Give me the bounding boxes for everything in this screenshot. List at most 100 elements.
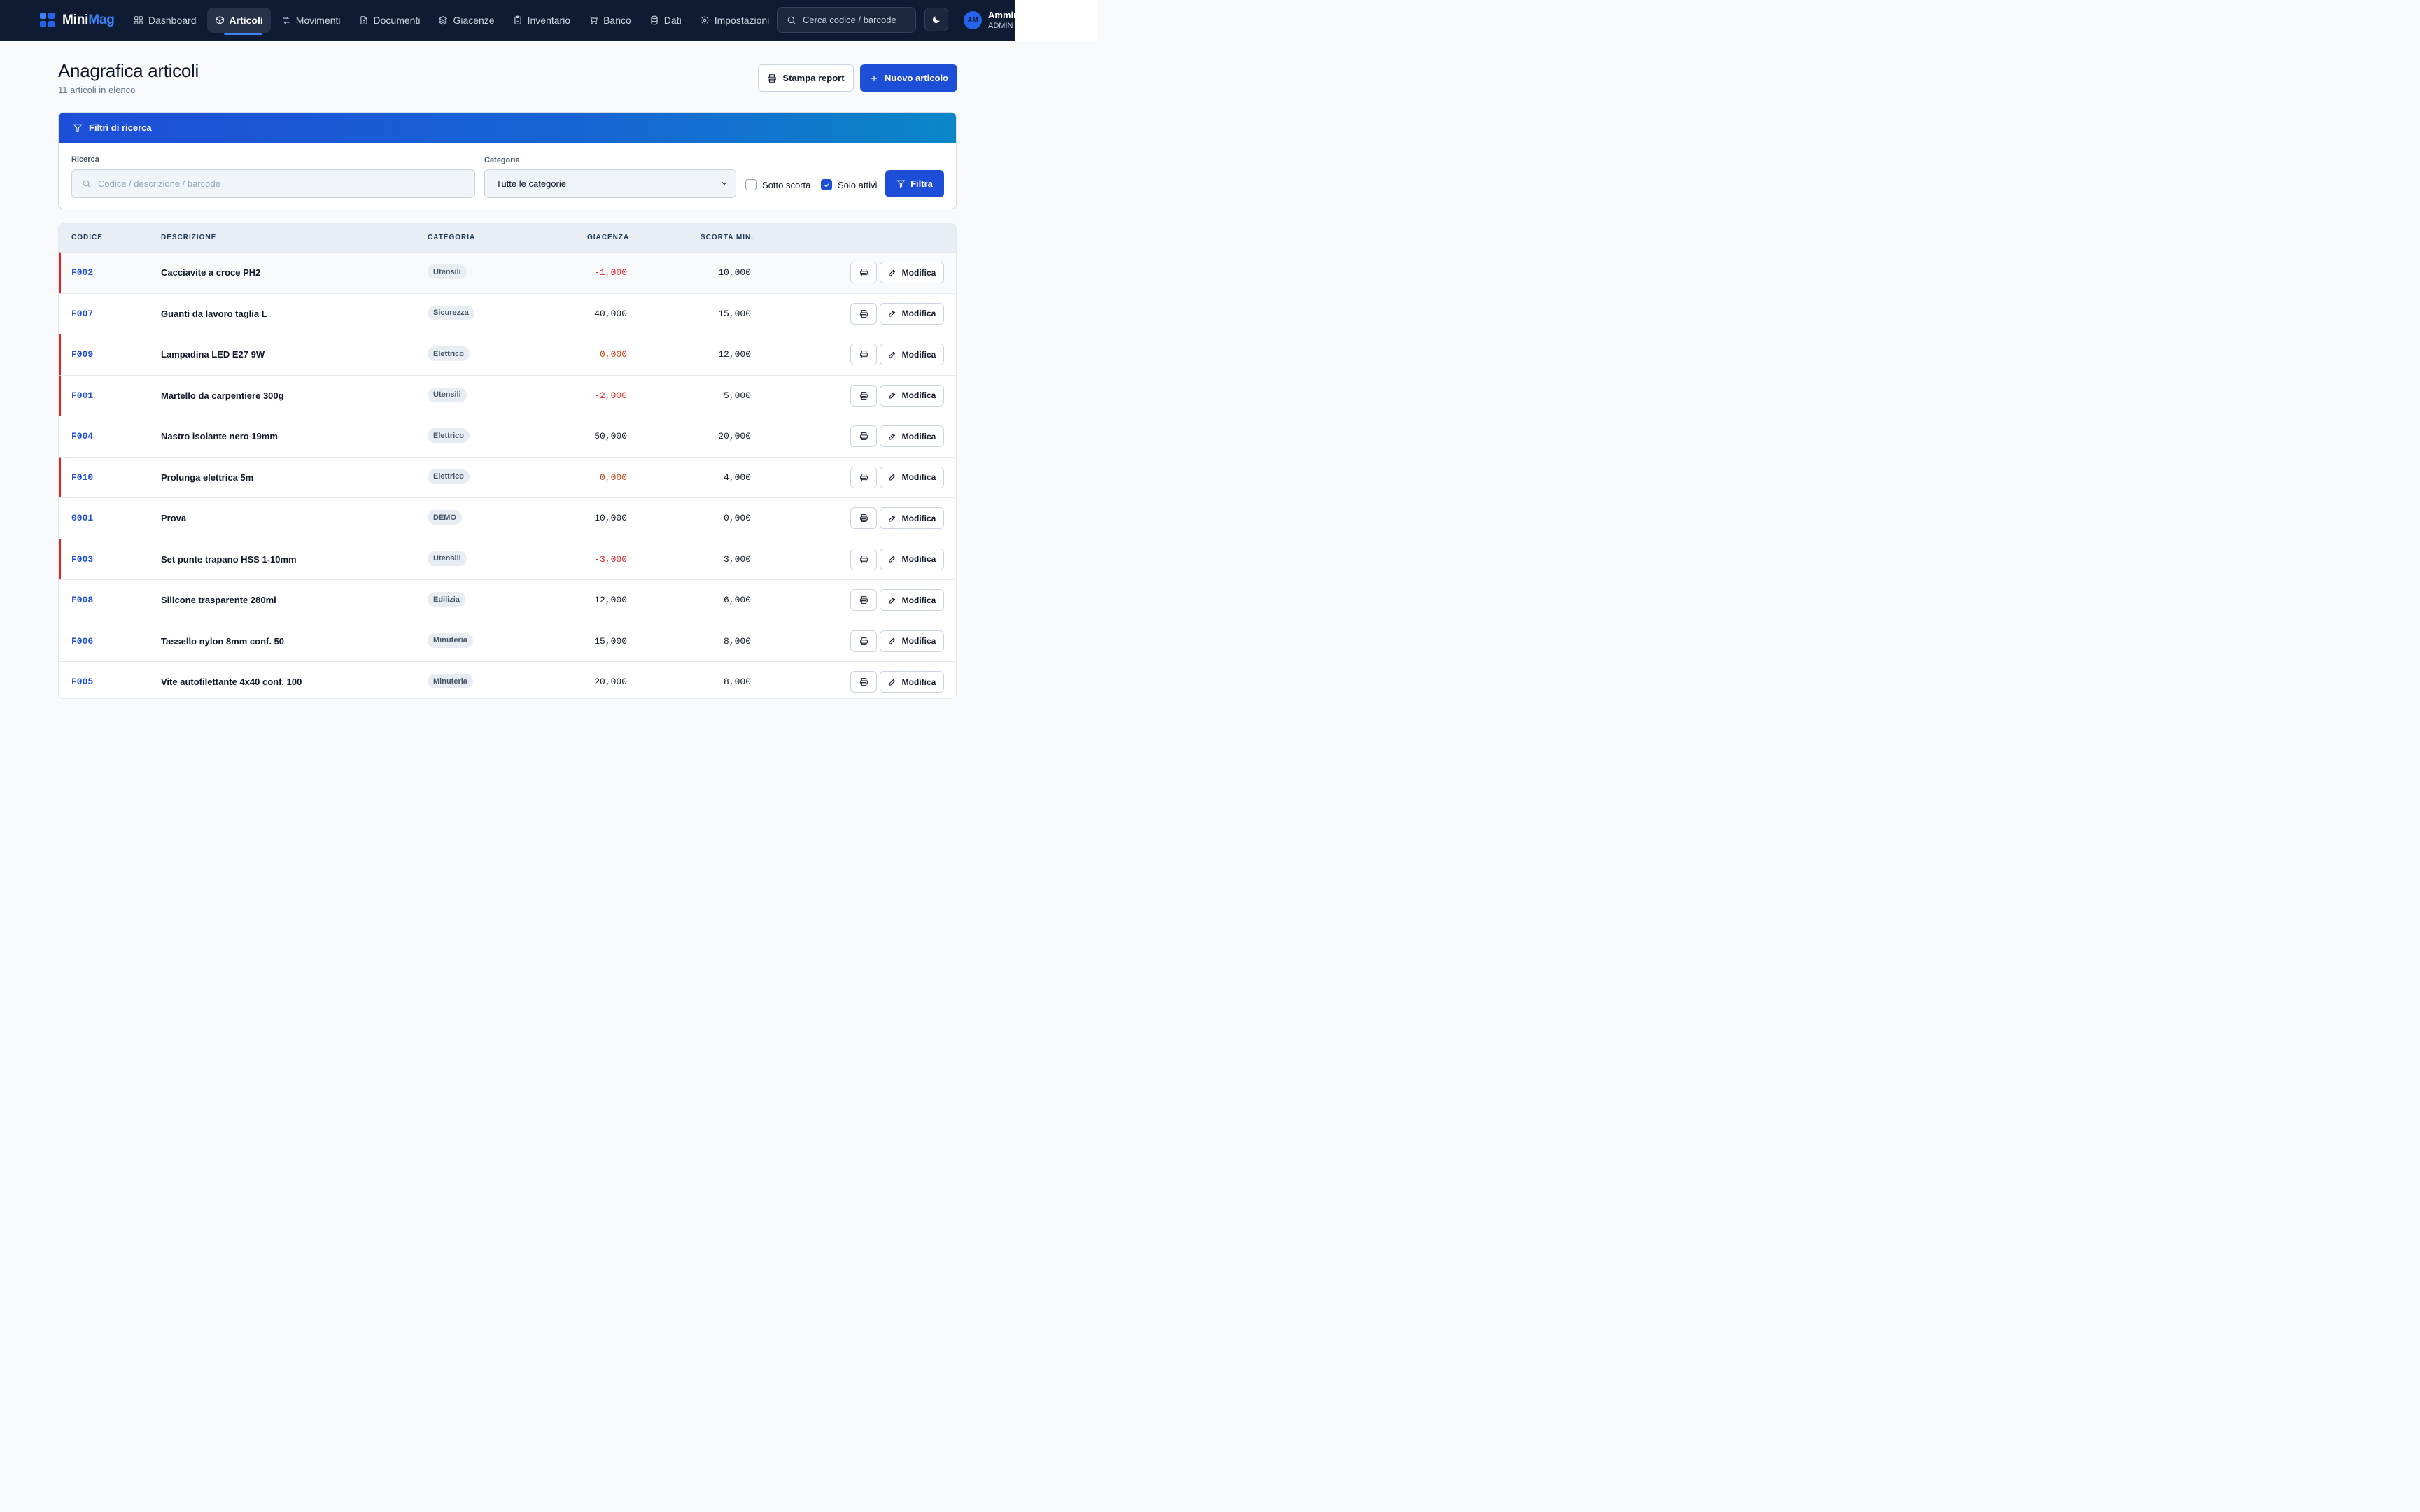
article-code-link[interactable]: F005 xyxy=(71,677,94,687)
column-header-stock[interactable]: GIACENZA xyxy=(587,234,630,241)
search-field[interactable] xyxy=(71,169,475,198)
print-label-button[interactable] xyxy=(850,507,877,529)
edit-button[interactable]: Modifica xyxy=(880,507,944,529)
global-search-input[interactable] xyxy=(803,15,908,25)
edit-button[interactable]: Modifica xyxy=(880,344,944,365)
new-article-button[interactable]: Nuovo articolo xyxy=(860,64,957,92)
edit-button[interactable]: Modifica xyxy=(880,548,944,570)
nav-item-documenti[interactable]: Documenti xyxy=(351,8,428,33)
nav-item-articoli[interactable]: Articoli xyxy=(206,8,271,35)
printer-icon xyxy=(859,350,868,359)
print-label-button[interactable] xyxy=(850,425,877,447)
article-code-link[interactable]: F009 xyxy=(71,349,94,360)
article-code-link[interactable]: F010 xyxy=(71,472,94,483)
table-row[interactable]: F002 Cacciavite a croce PH2 Utensili -1,000… xyxy=(59,252,956,293)
table-row[interactable]: F009 Lampadina LED E27 9W Elettrico 0,000 12… xyxy=(59,334,956,375)
edit-button[interactable]: Modifica xyxy=(880,671,944,693)
stock-value: -1,000 xyxy=(594,267,627,278)
nav-item-giacenze[interactable]: Giacenze xyxy=(430,8,502,33)
table-row[interactable]: F005 Vite autofilettante 4x40 conf. 100 Mi… xyxy=(59,661,956,698)
article-code-link[interactable]: 0001 xyxy=(71,513,94,523)
printer-icon xyxy=(859,514,868,523)
app-logo[interactable]: MiniMag xyxy=(40,13,115,28)
column-header-min-stock[interactable]: SCORTA MIN. xyxy=(701,234,754,241)
theme-toggle-button[interactable] xyxy=(924,8,948,31)
stock-value: -3,000 xyxy=(594,553,627,565)
nav-item-movimenti[interactable]: Movimenti xyxy=(274,8,349,33)
checkbox-checked[interactable] xyxy=(821,179,832,190)
edit-button[interactable]: Modifica xyxy=(880,384,944,407)
edit-label: Modifica xyxy=(901,472,936,482)
edit-label: Modifica xyxy=(901,554,936,564)
article-code-link[interactable]: F006 xyxy=(71,635,94,647)
article-code-link[interactable]: F004 xyxy=(71,431,94,441)
nav-item-label: Impostazioni xyxy=(714,15,770,26)
edit-label: Modifica xyxy=(901,309,936,318)
column-header-description[interactable]: DESCRIZIONE xyxy=(161,234,217,241)
table-row[interactable]: F008 Silicone trasparente 280ml Edilizia 12… xyxy=(59,579,956,621)
print-label-button[interactable] xyxy=(850,344,877,365)
article-code-link[interactable]: F001 xyxy=(71,390,94,401)
edit-button[interactable]: Modifica xyxy=(880,302,944,325)
apply-filter-button[interactable]: Filtra xyxy=(885,170,944,197)
search-icon xyxy=(787,16,796,24)
search-field-label: Ricerca xyxy=(71,155,99,164)
edit-label: Modifica xyxy=(901,431,936,441)
table-row[interactable]: F003 Set punte trapano HSS 1-10mm Utensili… xyxy=(59,538,956,579)
table-header: CODICE DESCRIZIONE CATEGORIA GIACENZA SC… xyxy=(59,224,956,252)
edit-label: Modifica xyxy=(901,513,936,523)
print-label-button[interactable] xyxy=(850,548,877,570)
search-icon xyxy=(83,180,90,188)
logo-text-mini: Mini xyxy=(62,13,89,27)
table-row[interactable]: F001 Martello da carpentiere 300g Utensili… xyxy=(59,374,956,416)
edit-button[interactable]: Modifica xyxy=(880,425,944,447)
print-label-button[interactable] xyxy=(850,262,877,283)
checkbox-unchecked[interactable] xyxy=(745,179,757,190)
edit-button[interactable]: Modifica xyxy=(880,262,944,283)
column-header-code[interactable]: CODICE xyxy=(71,234,103,241)
article-code-link[interactable]: F007 xyxy=(71,308,94,319)
avatar[interactable]: AM xyxy=(964,11,982,29)
grid-icon xyxy=(134,16,143,24)
gear-icon xyxy=(700,16,709,24)
page-title: Anagrafica articoli xyxy=(58,60,199,81)
article-code-link[interactable]: F008 xyxy=(71,595,94,605)
global-search[interactable] xyxy=(777,7,916,33)
logout-link[interactable]: Esci xyxy=(1071,15,1089,25)
under-stock-label: Sotto scorta xyxy=(762,179,811,190)
edit-button[interactable]: Modifica xyxy=(880,466,944,488)
only-active-checkbox[interactable]: Solo attivi xyxy=(821,179,877,190)
print-label-button[interactable] xyxy=(850,384,877,407)
print-label-button[interactable] xyxy=(850,302,877,325)
nav-item-banco[interactable]: Banco xyxy=(581,8,639,33)
under-stock-checkbox[interactable]: Sotto scorta xyxy=(745,179,810,190)
table-row[interactable]: F006 Tassello nylon 8mm conf. 50 Minuteria… xyxy=(59,620,956,661)
table-row[interactable]: F010 Prolunga elettrica 5m Elettrico 0,000 4… xyxy=(59,456,956,497)
layers-icon xyxy=(439,16,448,25)
column-header-category[interactable]: CATEGORIA xyxy=(428,234,476,241)
table-row[interactable]: 0001 Prova DEMO 10,000 0,000 Modifica xyxy=(59,497,956,539)
nav-item-impostazioni[interactable]: Impostazioni xyxy=(692,8,778,33)
article-code-link[interactable]: F002 xyxy=(71,267,94,278)
nav-item-dashboard[interactable]: Dashboard xyxy=(126,8,204,33)
edit-button[interactable]: Modifica xyxy=(880,630,944,652)
article-description: Set punte trapano HSS 1-10mm xyxy=(161,553,297,565)
article-code-link[interactable]: F003 xyxy=(71,553,94,565)
category-badge: Elettrico xyxy=(428,428,470,443)
print-label-button[interactable] xyxy=(850,630,877,652)
category-select[interactable]: Tutte le categorie xyxy=(484,169,736,198)
nav-item-dati[interactable]: Dati xyxy=(642,8,689,33)
nav-item-inventario[interactable]: Inventario xyxy=(505,8,578,33)
table-row[interactable]: F007 Guanti da lavoro taglia L Sicurezza 40… xyxy=(59,292,956,334)
nav-item-label: Articoli xyxy=(229,15,263,26)
search-input[interactable] xyxy=(98,178,462,189)
table-row[interactable]: F004 Nastro isolante nero 19mm Elettrico 50… xyxy=(59,416,956,457)
print-label-button[interactable] xyxy=(850,466,877,488)
edit-button[interactable]: Modifica xyxy=(880,589,944,611)
print-label-button[interactable] xyxy=(850,671,877,693)
category-field-label: Categoria xyxy=(484,156,520,164)
only-active-label: Solo attivi xyxy=(838,179,878,190)
database-icon xyxy=(651,15,658,25)
print-label-button[interactable] xyxy=(850,589,877,611)
print-report-button[interactable]: Stampa report xyxy=(758,64,854,92)
